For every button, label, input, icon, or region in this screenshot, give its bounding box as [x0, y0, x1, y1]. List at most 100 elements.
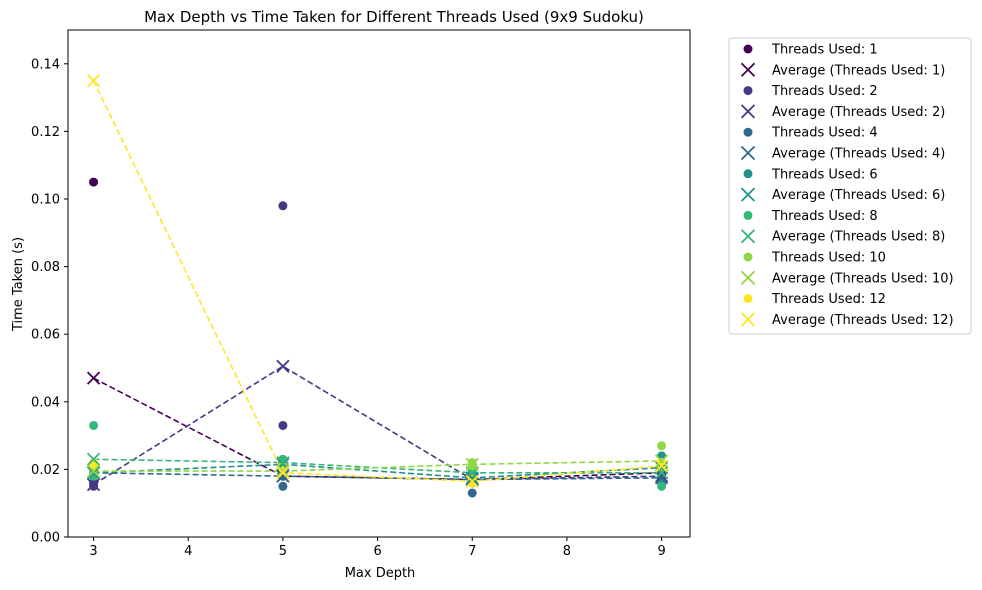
data-point-threads-4 — [278, 481, 288, 491]
legend-average-marker — [740, 187, 756, 202]
average-marker-stroke — [465, 474, 479, 488]
legend-entry-label: Threads Used: 1 — [771, 43, 878, 58]
average-marker-threads-2 — [276, 359, 290, 373]
average-marker-threads-12 — [654, 459, 669, 473]
legend-average-marker — [740, 62, 756, 77]
legend-point-marker — [743, 44, 753, 54]
legend-entry-label: Threads Used: 12 — [771, 292, 886, 307]
y-tick-label: 0.08 — [31, 260, 60, 275]
legend-average-marker — [740, 145, 756, 161]
x-axis-label: Max Depth — [345, 566, 416, 581]
average-marker-threads-12 — [86, 74, 101, 88]
legend-entry-label: Threads Used: 4 — [771, 126, 878, 141]
y-tick-label: 0.12 — [31, 125, 60, 140]
x-tick-label: 3 — [89, 544, 97, 559]
average-marker-threads-6 — [86, 466, 101, 480]
legend-marker-stroke — [740, 229, 756, 244]
legend-point-marker — [743, 294, 753, 304]
average-marker-threads-6 — [465, 471, 479, 485]
x-tick-label: 9 — [657, 544, 665, 559]
data-point-threads-2 — [278, 420, 288, 430]
average-marker-stroke — [465, 471, 479, 485]
legend: Threads Used: 1 Average (Threads Used: 1)… — [728, 37, 972, 335]
legend-marker-stroke — [740, 104, 756, 119]
legend-marker-stroke — [740, 187, 756, 202]
average-marker-threads-10 — [465, 457, 479, 471]
average-marker-stroke — [86, 464, 101, 478]
average-marker-threads-12 — [276, 466, 290, 480]
average-marker-threads-10 — [86, 464, 101, 478]
data-point-threads-2 — [89, 478, 99, 488]
average-marker-stroke — [654, 459, 669, 473]
data-point-threads-8 — [657, 481, 667, 491]
legend-marker-stroke — [740, 62, 756, 77]
average-line-threads-2 — [93, 365, 662, 486]
average-marker-threads-10 — [276, 464, 290, 478]
average-marker-stroke — [654, 471, 669, 485]
y-tick-label: 0.04 — [31, 395, 60, 410]
legend-marker-stroke — [740, 270, 756, 285]
plot-frame — [67, 29, 691, 538]
legend-point-marker — [743, 169, 753, 179]
average-marker-stroke — [465, 457, 479, 471]
legend-entry-label: Average (Threads Used: 1) — [772, 63, 945, 78]
legend-average-marker — [740, 312, 756, 327]
x-tick-label: 5 — [279, 544, 287, 559]
y-tick-label: 0.00 — [31, 531, 60, 546]
legend-point-marker — [743, 210, 753, 220]
average-marker-stroke — [86, 477, 101, 492]
legend-entry-label: Threads Used: 10 — [771, 251, 886, 266]
average-marker-stroke — [86, 371, 101, 385]
y-tick-label: 0.02 — [31, 463, 60, 478]
data-point-threads-10 — [467, 461, 477, 471]
average-marker-threads-12 — [465, 474, 479, 488]
y-tick-label: 0.06 — [31, 328, 60, 343]
average-marker-stroke — [276, 469, 290, 483]
average-marker-threads-4 — [654, 471, 669, 485]
average-line-threads-6 — [93, 463, 662, 479]
average-line-threads-1 — [93, 377, 662, 481]
legend-point-marker — [743, 127, 753, 137]
average-marker-threads-2 — [86, 477, 101, 492]
plot-area: 3 4 5 6 7 8 9 0.00 0.02 0.04 0.06 0.08 0.10 0.12 0.14 — [31, 29, 691, 559]
legend-entry-label: Average (Threads Used: 4) — [772, 147, 945, 162]
legend-entry-label: Threads Used: 8 — [771, 209, 878, 224]
average-marker-stroke — [276, 464, 290, 478]
x-tick-label: 8 — [563, 544, 571, 559]
legend-average-marker — [740, 270, 756, 285]
legend-entry-label: Threads Used: 6 — [771, 167, 878, 182]
chart-title: Max Depth vs Time Taken for Different Th… — [144, 8, 644, 26]
average-marker-threads-1 — [86, 371, 101, 385]
legend-point-marker — [743, 252, 753, 262]
average-marker-stroke — [86, 466, 101, 480]
data-point-threads-4 — [467, 488, 477, 498]
legend-marker-stroke — [740, 145, 756, 161]
y-tick-label: 0.10 — [31, 193, 60, 208]
legend-entry-label: Average (Threads Used: 2) — [772, 105, 945, 120]
legend-average-marker — [740, 104, 756, 119]
data-point-threads-1 — [89, 177, 99, 187]
average-line-threads-4 — [93, 471, 662, 481]
legend-point-marker — [743, 86, 753, 96]
average-marker-threads-10 — [654, 454, 669, 468]
legend-entry-label: Average (Threads Used: 6) — [772, 188, 945, 203]
average-line-threads-12 — [92, 80, 662, 483]
legend-average-marker — [740, 229, 756, 244]
x-tick-label: 4 — [184, 544, 192, 559]
legend-entry-label: Average (Threads Used: 12) — [772, 313, 954, 328]
data-point-threads-8 — [89, 420, 99, 430]
x-tick-label: 6 — [373, 544, 381, 559]
legend-entry-label: Average (Threads Used: 8) — [772, 230, 945, 245]
data-point-threads-10 — [657, 441, 667, 451]
y-tick-label: 0.14 — [31, 57, 60, 72]
average-marker-stroke — [86, 452, 101, 466]
legend-entry-label: Average (Threads Used: 10) — [772, 271, 954, 286]
legend-marker-stroke — [740, 312, 756, 327]
average-marker-threads-4 — [276, 469, 290, 483]
average-marker-threads-8 — [86, 452, 101, 466]
average-marker-stroke — [654, 454, 669, 468]
legend-frame — [728, 37, 972, 335]
x-tick-label: 7 — [468, 544, 476, 559]
y-axis-label: Time Taken (s) — [11, 237, 26, 332]
